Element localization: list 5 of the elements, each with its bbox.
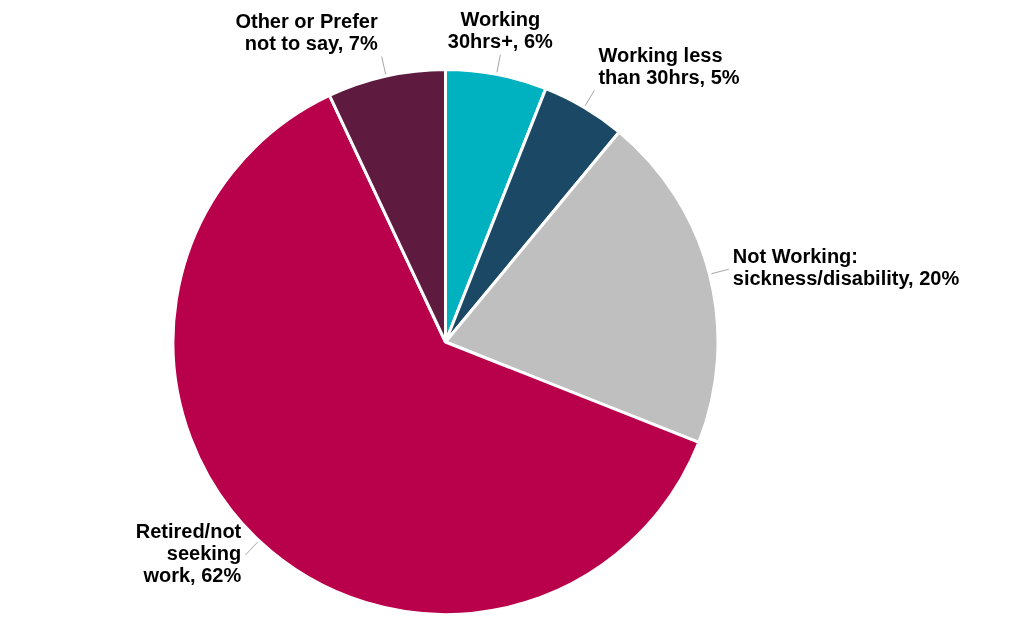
slice-label: Retired/not seeking work, 62% bbox=[135, 519, 242, 586]
slice-label: Working 30hrs+, 6% bbox=[447, 8, 554, 53]
slice-label: Other or Prefer not to say, 7% bbox=[235, 10, 378, 55]
slice-label: Not Working: sickness/disability, 20% bbox=[732, 244, 960, 289]
slice-label: Working less than 30hrs, 5% bbox=[598, 43, 740, 88]
